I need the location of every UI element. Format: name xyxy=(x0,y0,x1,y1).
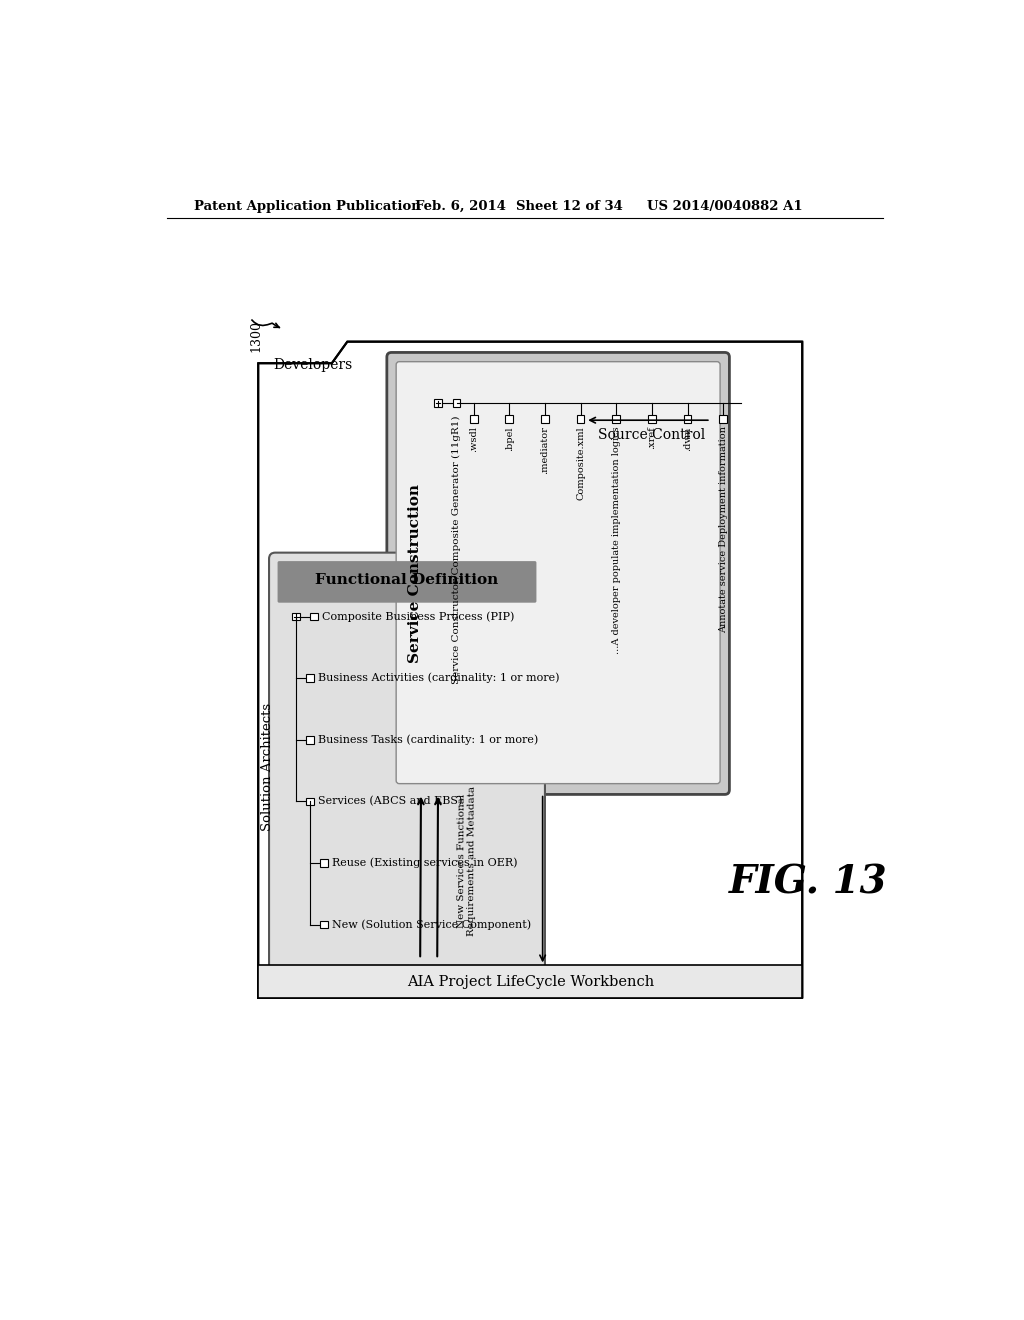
Text: Annotate service Deployment information: Annotate service Deployment information xyxy=(719,426,728,634)
Text: Feb. 6, 2014: Feb. 6, 2014 xyxy=(415,199,506,213)
Bar xyxy=(577,414,585,422)
Bar xyxy=(434,400,442,407)
Polygon shape xyxy=(258,342,802,998)
Bar xyxy=(306,797,314,805)
Bar xyxy=(306,675,314,682)
FancyBboxPatch shape xyxy=(278,561,537,603)
Bar xyxy=(719,414,727,422)
Bar xyxy=(453,400,461,407)
Text: Composite.xml: Composite.xml xyxy=(577,426,585,500)
Text: .xref: .xref xyxy=(647,426,656,449)
Text: .bpel: .bpel xyxy=(505,426,514,451)
Bar xyxy=(321,859,328,867)
Bar xyxy=(612,414,621,422)
Bar xyxy=(310,612,317,620)
Text: New Service's Functional
Requirements and Metadata: New Service's Functional Requirements an… xyxy=(457,785,477,936)
Text: .mediator: .mediator xyxy=(541,426,550,474)
Text: ...A developer populate implementation logics: ...A developer populate implementation l… xyxy=(611,426,621,653)
Text: Functional Definition: Functional Definition xyxy=(315,573,499,586)
Bar xyxy=(506,414,513,422)
Text: 1300: 1300 xyxy=(250,319,263,351)
Bar xyxy=(648,414,655,422)
Text: AIA Project LifeCycle Workbench: AIA Project LifeCycle Workbench xyxy=(407,974,654,989)
Text: Business Activities (cardinality: 1 or more): Business Activities (cardinality: 1 or m… xyxy=(317,673,559,684)
Bar xyxy=(306,737,314,743)
Text: .dvm: .dvm xyxy=(683,426,692,450)
Text: Service Construction: Service Construction xyxy=(408,484,422,663)
Bar xyxy=(541,414,549,422)
Text: New (Solution Service Component): New (Solution Service Component) xyxy=(332,919,531,929)
Text: Patent Application Publication: Patent Application Publication xyxy=(194,199,421,213)
Text: Solution Architects: Solution Architects xyxy=(261,702,274,830)
Text: US 2014/0040882 A1: US 2014/0040882 A1 xyxy=(647,199,803,213)
Text: Composite Business Process (PIP): Composite Business Process (PIP) xyxy=(322,611,514,622)
Text: Reuse (Existing services in OER): Reuse (Existing services in OER) xyxy=(332,858,517,869)
Bar xyxy=(321,921,328,928)
Bar xyxy=(292,612,300,620)
Text: Services (ABCS and EBS): Services (ABCS and EBS) xyxy=(317,796,462,807)
Text: Service Constructor/Composite Generator (11gR1): Service Constructor/Composite Generator … xyxy=(452,416,461,684)
Bar xyxy=(470,414,477,422)
FancyBboxPatch shape xyxy=(387,352,729,795)
Bar xyxy=(586,380,717,490)
Text: Source Control: Source Control xyxy=(597,428,705,442)
Text: .wsdl: .wsdl xyxy=(469,426,478,453)
Bar xyxy=(684,414,691,422)
Text: Business Tasks (cardinality: 1 or more): Business Tasks (cardinality: 1 or more) xyxy=(317,734,539,744)
Text: FIG. 13: FIG. 13 xyxy=(729,863,887,902)
Text: Developers: Developers xyxy=(273,358,353,372)
Text: Sheet 12 of 34: Sheet 12 of 34 xyxy=(515,199,623,213)
FancyBboxPatch shape xyxy=(396,362,720,784)
FancyBboxPatch shape xyxy=(269,553,545,981)
Bar xyxy=(258,965,802,998)
